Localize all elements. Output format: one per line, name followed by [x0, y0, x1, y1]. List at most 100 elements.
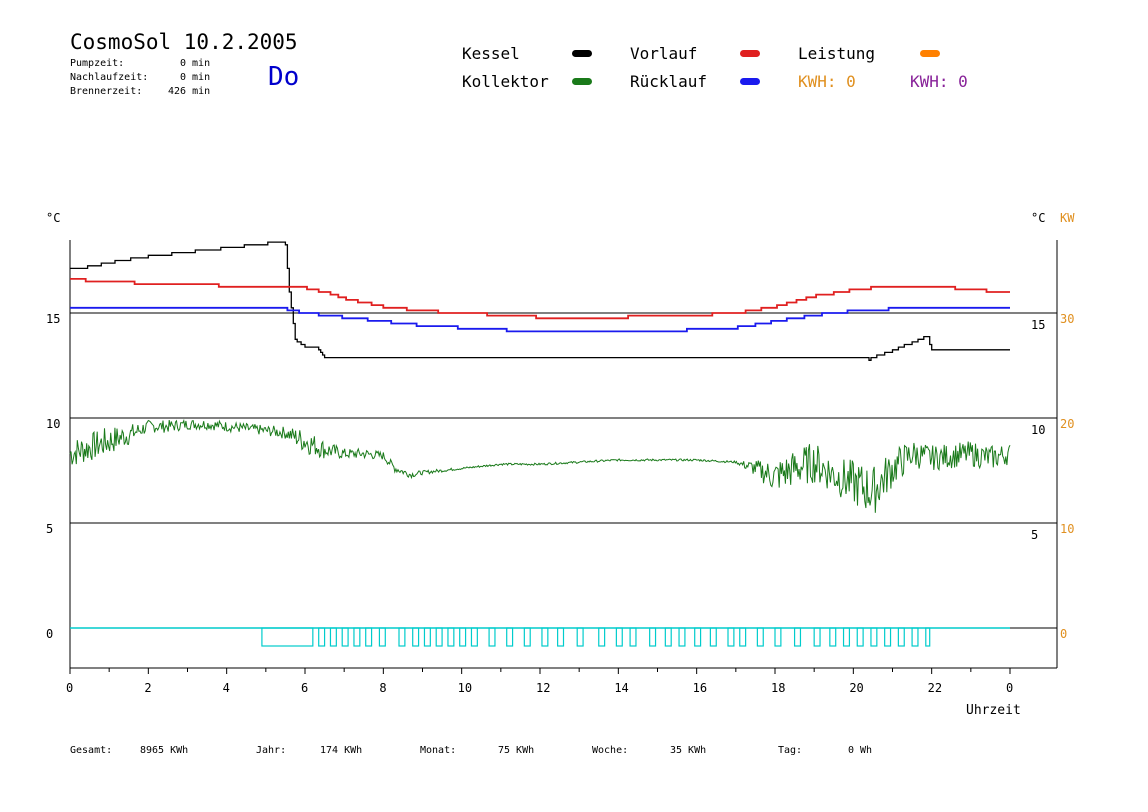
series-line-ruecklauf [70, 306, 1010, 333]
pump-pulse [261, 627, 314, 647]
footer-jahr-label: Jahr: [256, 745, 287, 756]
legend-kwh-b: KWH: 0 [910, 72, 968, 91]
pump-pulse [435, 627, 443, 647]
legend-kollektor-label: Kollektor [462, 72, 549, 91]
y-right2-tick: 20 [1060, 417, 1074, 431]
footer-tag-value: 0 Wh [848, 745, 873, 756]
legend-kessel-swatch [572, 50, 592, 57]
pump-pulse [412, 627, 420, 647]
x-tick-label: 8 [379, 681, 386, 695]
pump-pulse [576, 627, 584, 647]
x-tick-label: 14 [614, 681, 628, 695]
x-tick-label: 2 [144, 681, 151, 695]
x-tick-label: 12 [536, 681, 550, 695]
y-left-tick: 0 [46, 627, 53, 641]
y-right2-tick: 10 [1060, 522, 1074, 536]
legend-vorlauf-label: Vorlauf [630, 44, 698, 63]
pump-pulse [678, 627, 686, 647]
y-right2-tick: 0 [1060, 627, 1067, 641]
series-line-kollektor [69, 418, 1011, 513]
pump-pulse [649, 627, 657, 647]
pump-pulse [459, 627, 467, 647]
pump-pulse [353, 627, 361, 647]
pump-pulse [470, 627, 478, 647]
legend-kollektor-swatch [572, 78, 592, 85]
stat-brennerzeit-value: 426 min [168, 86, 211, 97]
footer-tag-label: Tag: [778, 745, 803, 756]
pump-pulse [615, 627, 623, 647]
x-tick-label: 0 [66, 681, 73, 695]
pump-pulse [488, 627, 496, 647]
y-right-tick: 15 [1031, 318, 1045, 332]
y-right-unit: °C [1031, 211, 1045, 225]
pump-pulse [557, 627, 565, 647]
stat-pumpzeit-value: 0 min [180, 58, 211, 69]
footer-woche-label: Woche: [592, 745, 629, 756]
series-line-kessel [70, 241, 1010, 361]
y-left-tick: 10 [46, 417, 60, 431]
footer-monat-value: 75 KWh [498, 745, 535, 756]
pump-pulse [911, 627, 919, 647]
x-tick-label: 4 [223, 681, 230, 695]
footer-gesamt-label: Gesamt: [70, 745, 113, 756]
x-axis-label: Uhrzeit [966, 703, 1021, 718]
pump-pulse [541, 627, 549, 647]
pump-pulse [842, 627, 851, 647]
x-tick-label: 18 [771, 681, 785, 695]
x-tick-label: 16 [693, 681, 707, 695]
legend-leistung-label: Leistung [798, 44, 876, 63]
pump-pulse [523, 627, 531, 647]
legend-kwh-a: KWH: 0 [798, 72, 856, 91]
stat-pumpzeit-label: Pumpzeit: [70, 58, 125, 69]
series-line-vorlauf [70, 277, 1010, 320]
pump-pulse [694, 627, 702, 647]
y-right2-unit: KW [1060, 211, 1075, 225]
pump-pulse [506, 627, 514, 647]
pump-pulse [727, 627, 735, 647]
pump-pulse [341, 627, 349, 647]
x-tick-label: 10 [458, 681, 472, 695]
pump-pulse [423, 627, 431, 647]
pump-pulse [598, 627, 606, 647]
pump-pulse [365, 627, 373, 647]
pump-pulse [897, 627, 905, 647]
pump-pulse [884, 627, 892, 647]
y-right2-tick: 30 [1060, 312, 1074, 326]
x-tick-label: 22 [928, 681, 942, 695]
pump-pulse [813, 627, 821, 647]
pump-pulse [774, 627, 782, 647]
footer-monat-label: Monat: [420, 745, 457, 756]
legend-ruecklauf-label: Rücklauf [630, 72, 708, 91]
pump-pulse [318, 627, 326, 647]
pump-pulse [925, 627, 931, 647]
y-right-tick: 5 [1031, 528, 1038, 542]
legend-ruecklauf-swatch [740, 78, 760, 85]
x-tick-label: 6 [301, 681, 308, 695]
pump-pulse [378, 627, 386, 647]
stat-brennerzeit-label: Brennerzeit: [70, 86, 143, 97]
pump-pulse [793, 627, 802, 647]
y-left-tick: 15 [46, 312, 60, 326]
x-tick-label: 20 [849, 681, 863, 695]
pump-pulse [709, 627, 717, 647]
y-left-unit: °C [46, 211, 60, 225]
footer-gesamt-value: 8965 KWh [140, 745, 189, 756]
x-tick-label: 0 [1006, 681, 1013, 695]
legend-leistung-swatch [920, 50, 940, 57]
legend-kessel-label: Kessel [462, 44, 520, 63]
pump-pulse [629, 627, 637, 647]
pump-pulse [739, 627, 747, 647]
chart-title: CosmoSol 10.2.2005 [70, 30, 298, 54]
stat-nachlaufzeit-label: Nachlaufzeit: [70, 72, 149, 83]
pump-pulse [756, 627, 764, 647]
footer-woche-value: 35 KWh [670, 745, 707, 756]
pump-pulse [398, 627, 406, 647]
pump-pulse [856, 627, 864, 647]
pump-pulse [829, 627, 837, 647]
pump-pulse [870, 627, 878, 647]
stat-nachlaufzeit-value: 0 min [180, 72, 211, 83]
y-right-tick: 10 [1031, 423, 1045, 437]
legend-vorlauf-swatch [740, 50, 760, 57]
y-left-tick: 5 [46, 522, 53, 536]
